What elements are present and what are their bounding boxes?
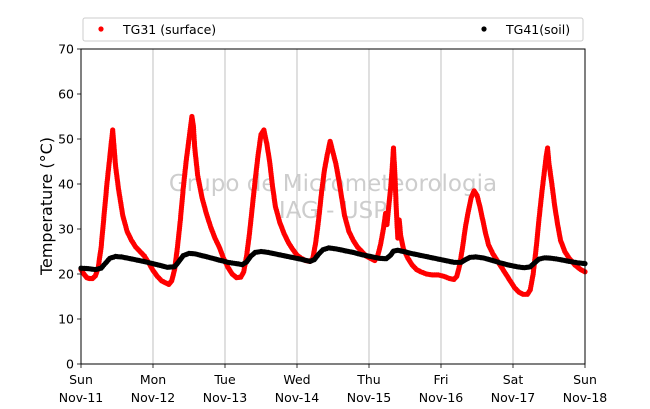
y-tick-label-7: 70 [58, 42, 74, 57]
y-tick-label-3: 30 [58, 222, 74, 237]
x-tick-label-day-0: Sun [69, 372, 93, 387]
x-tick-label-date-3: Nov-14 [275, 390, 320, 405]
legend-marker-surface [98, 26, 104, 32]
series-soil [78, 245, 588, 273]
legend-marker-soil [481, 26, 487, 32]
series-surface [78, 113, 588, 297]
x-tick-label-day-2: Tue [213, 372, 236, 387]
x-tick-label-date-0: Nov-11 [59, 390, 103, 405]
x-tick-label-day-1: Mon [140, 372, 166, 387]
legend: TG31 (surface) TG41(soil) [82, 17, 584, 42]
watermark-line-1: Grupo de Micrometeorologia [169, 171, 497, 197]
y-tick-label-5: 50 [58, 132, 74, 147]
watermark: Grupo de Micrometeorologia IAG - USP [169, 171, 497, 224]
x-tick-label-date-2: Nov-13 [203, 390, 247, 405]
y-tick-label-6: 60 [58, 87, 74, 102]
x-tick-label-day-7: Sun [573, 372, 597, 387]
plot-frame [80, 48, 586, 365]
y-tick-label-1: 10 [58, 312, 74, 327]
x-tick-label-date-5: Nov-16 [419, 390, 464, 405]
y-tick-label-0: 0 [66, 357, 74, 372]
y-axis-label: Temperature (°C) [37, 137, 56, 276]
y-tick-label-4: 40 [58, 177, 74, 192]
legend-box [82, 17, 584, 42]
vertical-grid [152, 49, 514, 364]
series-layer [78, 113, 588, 297]
x-tick-label-date-1: Nov-12 [131, 390, 175, 405]
x-tick-label-day-3: Wed [283, 372, 310, 387]
x-tick-label-day-4: Thu [356, 372, 380, 387]
x-tick-label-date-6: Nov-17 [491, 390, 535, 405]
x-axis: Sun Nov-11 Mon Nov-12 Tue Nov-13 Wed Nov-14 Thu N… [59, 364, 608, 405]
x-tick-label-day-5: Fri [434, 372, 449, 387]
legend-label-surface: TG31 (surface) [122, 22, 216, 37]
watermark-line-2: IAG - USP [279, 198, 387, 224]
x-tick-label-date-7: Nov-18 [563, 390, 608, 405]
x-tick-label-date-4: Nov-15 [347, 390, 391, 405]
x-tick-label-day-6: Sat [503, 372, 524, 387]
y-tick-label-2: 20 [58, 267, 74, 282]
legend-label-soil: TG41(soil) [505, 22, 570, 37]
y-axis: 0 10 20 30 40 50 60 70 [58, 42, 81, 372]
